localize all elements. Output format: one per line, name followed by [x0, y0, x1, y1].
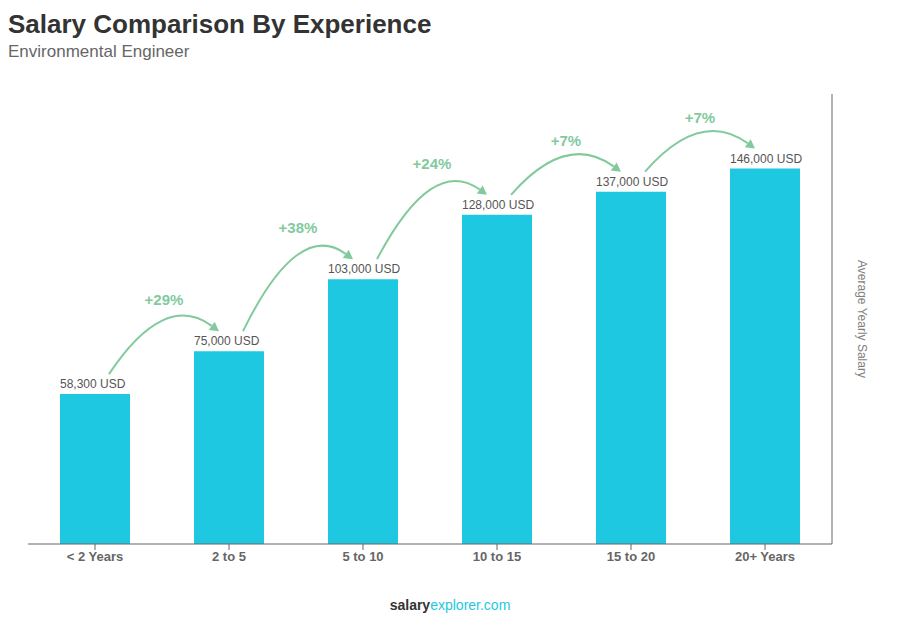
- html-text:salary explorer.com: salary explorer.com: [389, 597, 511, 613]
- svg-text:137,000 USD: 137,000 USD: [596, 175, 668, 189]
- svg-text:+24%: +24%: [413, 155, 452, 172]
- svg-text:15 to 20: 15 to 20: [607, 549, 655, 564]
- svg-text:+7%: +7%: [551, 132, 581, 149]
- svg-text:58,300 USD: 58,300 USD: [60, 377, 126, 391]
- svg-text:2 to 5: 2 to 5: [212, 549, 246, 564]
- svg-text:+29%: +29%: [145, 291, 184, 308]
- svg-text:128,000 USD: 128,000 USD: [462, 198, 534, 212]
- svg-text:5 to 10: 5 to 10: [342, 549, 383, 564]
- svg-text:+38%: +38%: [279, 219, 318, 236]
- svg-text:Average Yearly Salary: Average Yearly Salary: [855, 260, 869, 378]
- svg-text:10 to 15: 10 to 15: [473, 549, 521, 564]
- svg-text:146,000 USD: 146,000 USD: [730, 152, 802, 166]
- svg-text:< 2 Years: < 2 Years: [67, 549, 124, 564]
- html-text:Environmental Engineer: Environmental Engineer: [8, 42, 190, 61]
- svg-text:103,000 USD: 103,000 USD: [328, 262, 400, 276]
- html-text:Salary Comparison By Experienc: Salary Comparison By Experience: [8, 9, 432, 39]
- svg-text:75,000 USD: 75,000 USD: [194, 334, 260, 348]
- svg-text:+7%: +7%: [685, 109, 715, 126]
- svg-text:20+ Years: 20+ Years: [735, 549, 795, 564]
